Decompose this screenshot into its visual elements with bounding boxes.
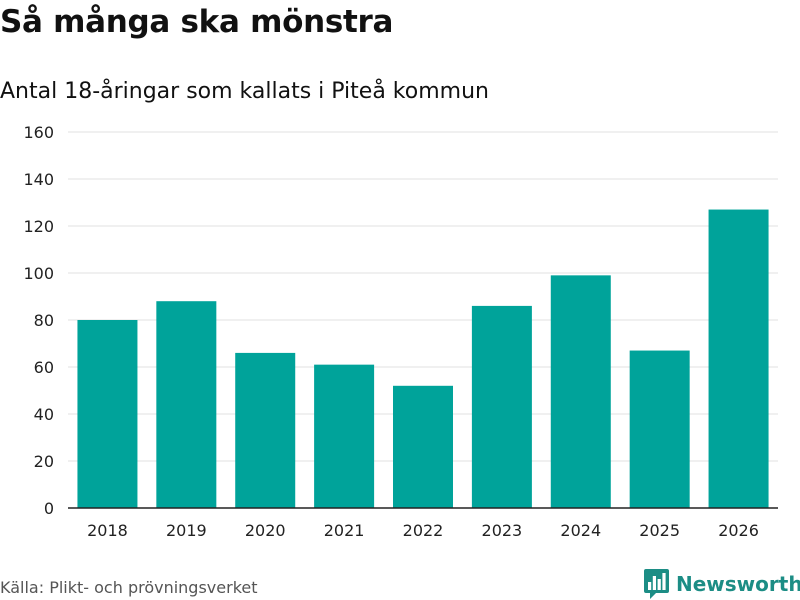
y-tick-label: 100: [23, 264, 54, 283]
chart-title: Så många ska mönstra: [0, 4, 394, 40]
x-tick-label: 2024: [560, 521, 601, 540]
x-tick-label: 2020: [245, 521, 286, 540]
bar-2024: [550, 275, 611, 508]
x-tick-label: 2025: [639, 521, 680, 540]
newsworthy-logo: Newsworthy: [644, 568, 800, 599]
x-tick-label: 2021: [324, 521, 365, 540]
y-tick-label: 0: [44, 499, 54, 518]
bar-2018: [77, 320, 138, 508]
bar-2022: [393, 385, 453, 508]
y-tick-label: 20: [34, 452, 54, 471]
bar-chart: 0 20 40 60 80 100 120 140 160 2018 2019 2020 2021 202…: [23, 123, 778, 540]
y-tick-label: 80: [34, 311, 54, 330]
x-tick-label: 2026: [718, 521, 759, 540]
y-tick-label: 40: [34, 405, 54, 424]
x-tick-label: 2018: [87, 521, 128, 540]
source-note: Källa: Plikt- och prövningsverket: [0, 578, 258, 597]
x-tick-label: 2023: [482, 521, 523, 540]
bar-2021: [314, 364, 375, 508]
bar-2019: [156, 301, 217, 508]
bar-chart-speech-bubble-icon: [644, 569, 669, 599]
bar-2023: [471, 305, 532, 508]
y-tick-label: 140: [23, 170, 54, 189]
chart-subtitle: Antal 18-åringar som kallats i Piteå kom…: [0, 79, 489, 104]
x-tick-label: 2019: [166, 521, 207, 540]
y-tick-label: 160: [23, 123, 54, 142]
y-tick-label: 60: [34, 358, 54, 377]
bar-2026: [708, 209, 769, 509]
x-tick-label: 2022: [403, 521, 444, 540]
bar-2025: [629, 350, 690, 508]
y-tick-label: 120: [23, 217, 54, 236]
bar-2020: [235, 352, 296, 508]
brand-name: Newsworthy: [676, 571, 800, 596]
